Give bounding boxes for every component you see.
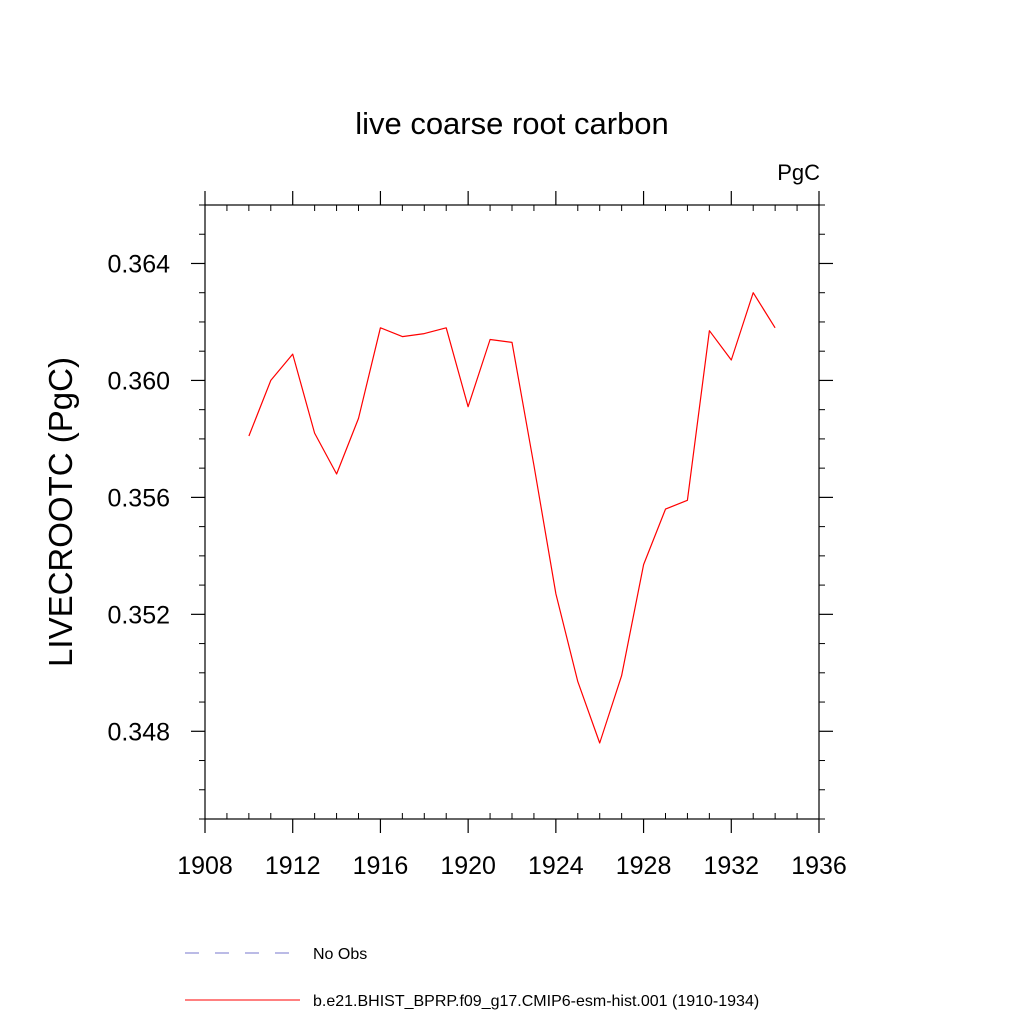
units-label: PgC: [777, 160, 820, 185]
y-axis-label: LIVECROOTC (PgC): [42, 357, 79, 667]
y-tick-label: 0.360: [107, 367, 170, 395]
x-tick-label: 1932: [703, 852, 759, 880]
legend-label-model: b.e21.BHIST_BPRP.f09_g17.CMIP6-esm-hist.…: [313, 993, 759, 1010]
y-tick-label: 0.352: [107, 601, 170, 629]
legend: No Obs b.e21.BHIST_BPRP.f09_g17.CMIP6-es…: [185, 946, 759, 1010]
plot-series: [248, 292, 776, 744]
x-tick-label: 1936: [791, 852, 847, 880]
axis-ticks: [191, 191, 833, 833]
plot-frame: [204, 204, 820, 820]
chart-title: live coarse root carbon: [355, 106, 669, 141]
y-tick-label: 0.364: [107, 250, 170, 278]
x-tick-label: 1920: [440, 852, 496, 880]
legend-label-no-obs: No Obs: [313, 946, 367, 963]
tick-labels: 1908 1912 1916 1920 1924 1928 1932 1936 0.348 0.3…: [107, 250, 846, 880]
x-tick-label: 1928: [616, 852, 672, 880]
x-tick-label: 1924: [528, 852, 584, 880]
x-tick-label: 1912: [265, 852, 321, 880]
series-line: [248, 292, 776, 744]
x-tick-label: 1916: [353, 852, 409, 880]
y-tick-label: 0.348: [107, 718, 170, 746]
y-tick-label: 0.356: [107, 484, 170, 512]
x-tick-label: 1908: [177, 852, 233, 880]
